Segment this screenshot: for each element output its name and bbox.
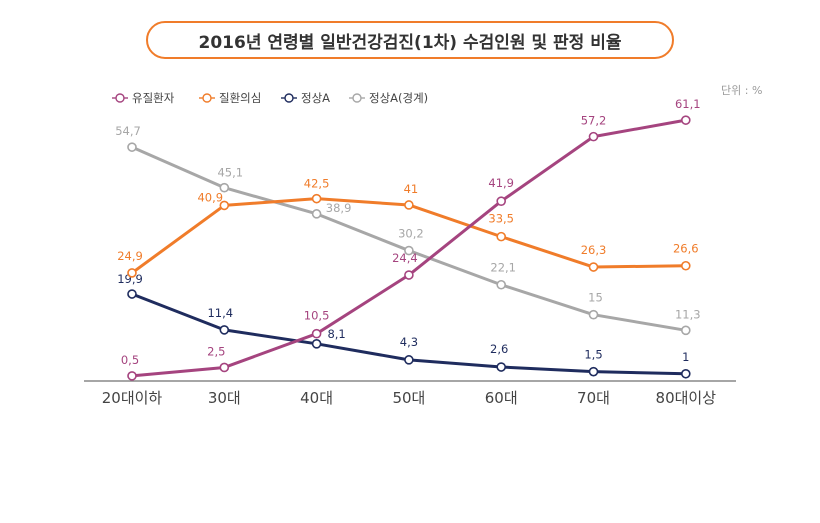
- data-point: [127, 371, 137, 381]
- data-point: [680, 325, 691, 336]
- data-label: 11,3: [675, 307, 701, 321]
- data-point: [219, 200, 230, 211]
- data-point: [680, 115, 691, 125]
- data-label: 2,5: [207, 344, 225, 358]
- data-label: 22,1: [490, 261, 516, 275]
- x-tick-label: 40대: [300, 389, 333, 407]
- data-label: 4,3: [400, 335, 418, 349]
- data-label: 57,2: [581, 114, 607, 128]
- data-label: 33,5: [488, 212, 514, 226]
- legend-marker: [115, 93, 125, 103]
- x-tick-labels: 20대이하 30대 40대 50대 60대 70대 80대이상: [102, 389, 716, 407]
- x-tick-label: 80대이상: [656, 389, 717, 407]
- data-point: [588, 262, 599, 272]
- data-point: [127, 142, 137, 152]
- x-tick-label: 20대이하: [102, 389, 163, 407]
- data-point: [680, 260, 691, 271]
- data-label: 8,1: [327, 327, 345, 341]
- data-label: 45,1: [217, 166, 243, 180]
- data-point: [496, 279, 507, 290]
- data-point: [496, 196, 507, 206]
- data-point: [588, 131, 599, 142]
- data-point: [680, 368, 691, 379]
- chart-title: 2016년 연령별 일반건강검진(1차) 수검인원 및 판정 비율: [146, 21, 674, 59]
- data-label: 0,5: [121, 353, 139, 367]
- legend-item: 정상A(경계): [349, 91, 428, 105]
- data-label: 2,6: [490, 342, 508, 356]
- data-label: 11,4: [207, 306, 233, 320]
- data-label: 1: [682, 350, 689, 364]
- data-point: [219, 325, 230, 335]
- x-tick-label: 70대: [577, 389, 610, 407]
- data-label: 41,9: [488, 176, 514, 190]
- legend-marker: [284, 93, 294, 103]
- series-1: 24,9 40,9 42,5 41 33,5 26,3 26,6: [117, 177, 699, 278]
- data-point: [127, 268, 137, 278]
- legend: 유질환자 질환의심 정상A 정상A(경계): [112, 91, 428, 105]
- legend-item: 유질환자: [112, 91, 175, 105]
- data-label: 40,9: [197, 190, 223, 204]
- legend-label: 정상A(경계): [369, 91, 428, 105]
- data-label: 24,4: [392, 251, 418, 265]
- data-label: 10,5: [304, 309, 330, 323]
- data-point: [496, 231, 507, 242]
- data-point: [588, 366, 599, 377]
- data-label: 26,6: [673, 242, 699, 256]
- x-tick-label: 50대: [392, 389, 425, 407]
- series-2: 19,9 11,4 8,1 4,3 2,6 1,5 1: [117, 272, 691, 379]
- data-label: 26,3: [581, 243, 607, 257]
- data-point: [404, 355, 414, 365]
- data-point: [404, 270, 414, 280]
- data-point: [219, 182, 230, 193]
- data-label: 30,2: [398, 227, 424, 241]
- data-point: [127, 289, 137, 299]
- series-group: 54,7 45,1 38,9 30,2 22,1 15 11,3 19,9 11,4 8,1 4,3…: [115, 97, 701, 381]
- data-point: [311, 209, 322, 219]
- legend-marker: [202, 93, 212, 103]
- data-label: 38,9: [326, 201, 352, 215]
- series-0: 0,5 2,5 10,5 24,4 41,9 57,2 61,1: [121, 97, 701, 381]
- data-point: [404, 245, 414, 256]
- data-point: [311, 328, 322, 339]
- data-label: 15: [588, 291, 603, 305]
- x-tick-label: 30대: [208, 389, 241, 407]
- series-3: 54,7 45,1 38,9 30,2 22,1 15 11,3: [115, 124, 701, 336]
- data-label: 19,9: [117, 272, 143, 286]
- legend-item: 정상A: [281, 91, 330, 105]
- legend-label: 질환의심: [219, 91, 261, 105]
- data-point: [588, 309, 599, 320]
- data-point: [219, 362, 230, 373]
- data-label: 41: [404, 182, 419, 196]
- data-label: 42,5: [304, 177, 330, 191]
- legend-label: 정상A: [301, 91, 330, 105]
- data-point: [404, 200, 414, 210]
- x-tick-label: 60대: [485, 389, 518, 407]
- data-point: [496, 362, 507, 372]
- data-label: 54,7: [115, 124, 141, 138]
- data-point: [311, 339, 322, 349]
- data-label: 1,5: [584, 348, 602, 362]
- unit-label: 단위 : %: [721, 84, 763, 97]
- legend-marker: [352, 93, 362, 103]
- data-point: [311, 193, 322, 204]
- data-label: 61,1: [675, 97, 701, 111]
- legend-label: 유질환자: [132, 91, 175, 105]
- legend-item: 질환의심: [199, 91, 261, 105]
- data-label: 24,9: [117, 249, 143, 263]
